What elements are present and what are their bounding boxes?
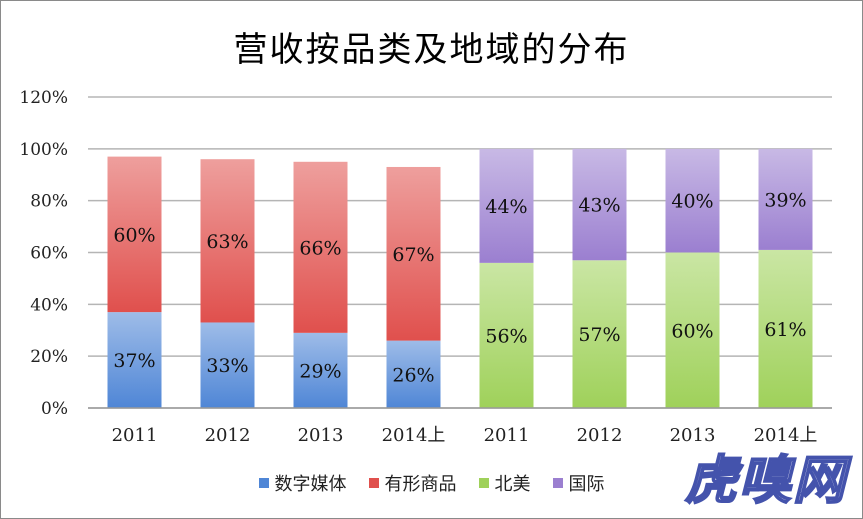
x-tick-label: 2014上 [382,425,446,446]
x-tick-label: 2012 [577,425,623,446]
legend-item-international: 国际 [552,470,605,496]
data-label: 67% [392,244,434,266]
data-label: 60% [113,224,155,246]
data-label: 37% [113,350,155,372]
bar-segment [293,332,348,408]
y-tick-label: 80% [30,192,68,212]
x-tick-label: 2013 [298,425,344,446]
y-tick-label: 120% [19,88,68,108]
legend-swatch [258,478,269,488]
data-label: 40% [671,191,713,213]
bar-segment [386,166,441,341]
data-label: 44% [485,196,527,218]
legend-label: 北美 [494,474,531,495]
data-label: 60% [671,320,713,342]
bar-segment [479,262,534,408]
y-tick-label: 0% [41,399,68,419]
bar-segment [665,252,720,408]
bar-segment [479,148,534,263]
bar-segment [107,156,162,313]
bar-segment [200,322,255,408]
x-tick-label: 2012 [205,425,251,446]
bar-segment [293,161,348,333]
bar-segment [758,148,813,250]
y-tick-label: 20% [30,347,68,367]
x-tick-label: 2013 [670,425,716,446]
bar-segment [107,312,162,408]
legend-swatch [368,478,379,488]
legend-label: 有形商品 [384,474,457,495]
data-label: 43% [578,195,620,217]
y-tick-label: 40% [30,295,68,315]
legend-label: 数字媒体 [274,474,347,495]
x-tick-label: 2014上 [754,425,818,446]
x-tick-label: 2011 [112,425,158,446]
legend-item-north-america: 北美 [478,470,531,496]
data-label: 63% [206,231,248,253]
data-label: 66% [299,237,341,259]
y-tick-label: 60% [30,244,68,264]
legend-item-physical-goods: 有形商品 [368,470,457,496]
legend-swatch [552,478,563,488]
x-tick-label: 2011 [484,425,530,446]
watermark-logo: 虎嗅网 [684,450,847,512]
legend-label: 国际 [568,474,605,495]
legend-item-digital-media: 数字媒体 [258,470,347,496]
chart-title: 营收按品类及地域的分布 [233,30,630,70]
bar-segment [665,148,720,253]
legend: 数字媒体 有形商品 北美 国际 [0,470,863,496]
data-label: 56% [485,325,527,347]
bar-segment [572,260,627,408]
y-tick-label: 100% [19,140,68,160]
data-label: 57% [578,324,620,346]
bar-segment [572,148,627,261]
data-label: 29% [299,360,341,382]
legend-swatch [478,478,489,488]
bar-segment [758,249,813,408]
bar-segment [386,340,441,408]
data-label: 33% [206,355,248,377]
data-label: 61% [764,319,806,341]
bar-segment [200,159,255,323]
data-label: 26% [392,364,434,386]
data-label: 39% [764,189,806,211]
